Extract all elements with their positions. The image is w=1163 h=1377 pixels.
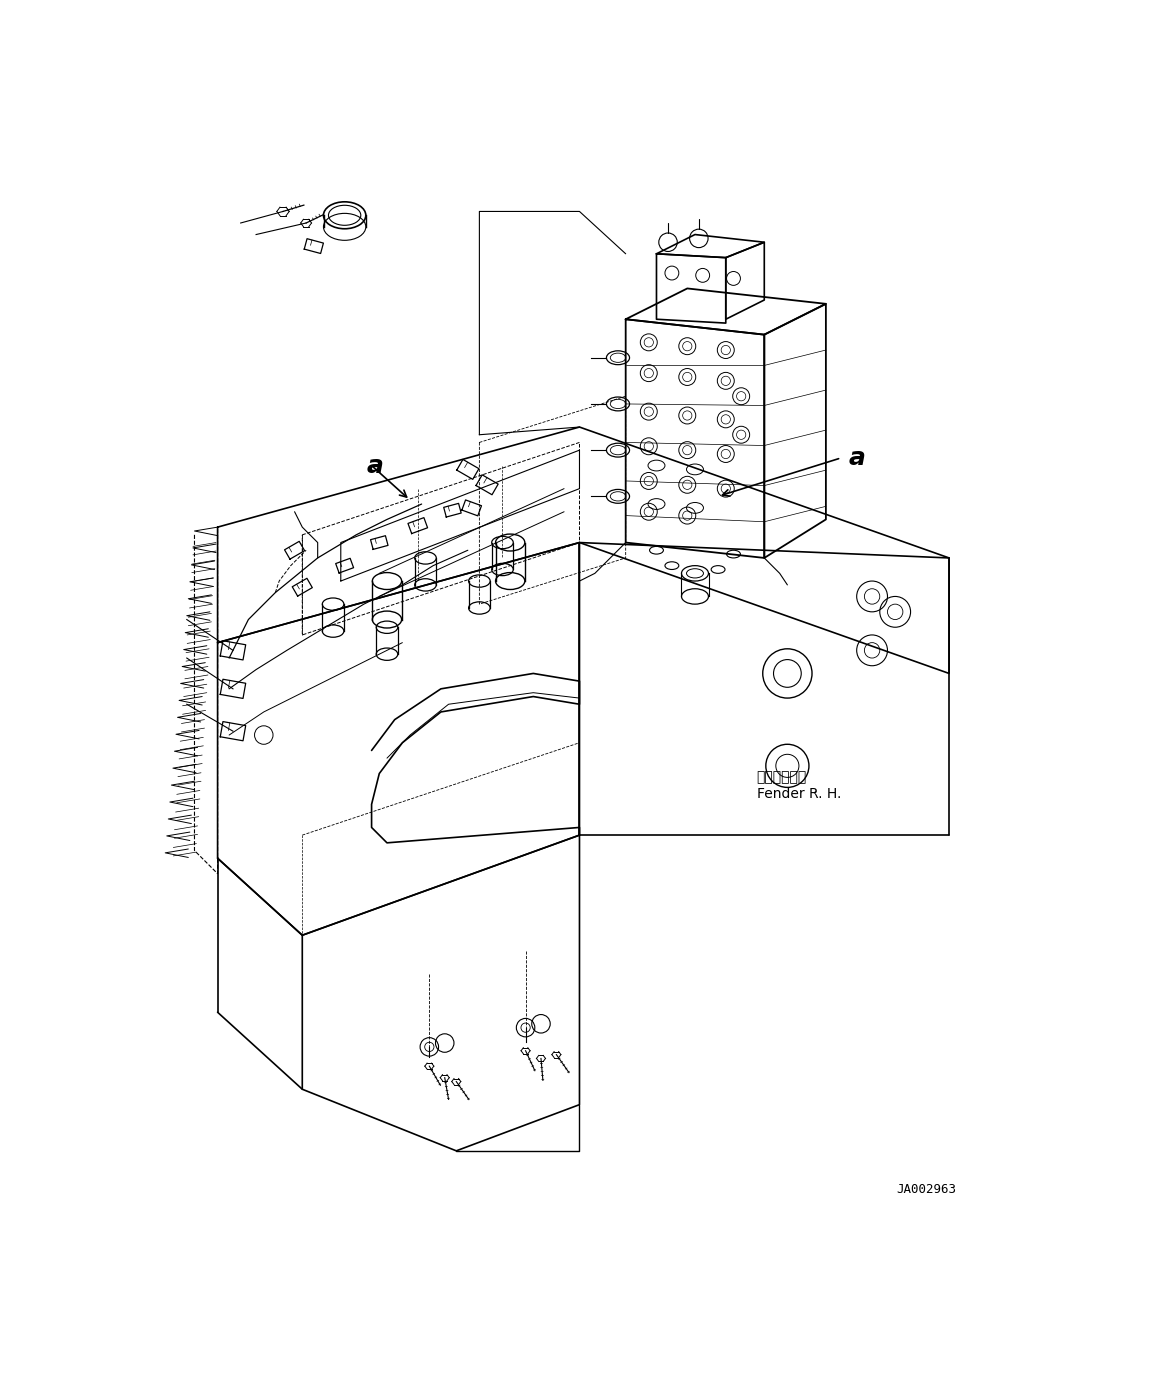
Text: a: a xyxy=(848,446,865,470)
Text: a: a xyxy=(368,453,384,478)
Text: JA002963: JA002963 xyxy=(897,1183,957,1195)
Text: Fender R. H.: Fender R. H. xyxy=(757,788,841,801)
Text: フェンダ　右: フェンダ 右 xyxy=(757,770,807,785)
